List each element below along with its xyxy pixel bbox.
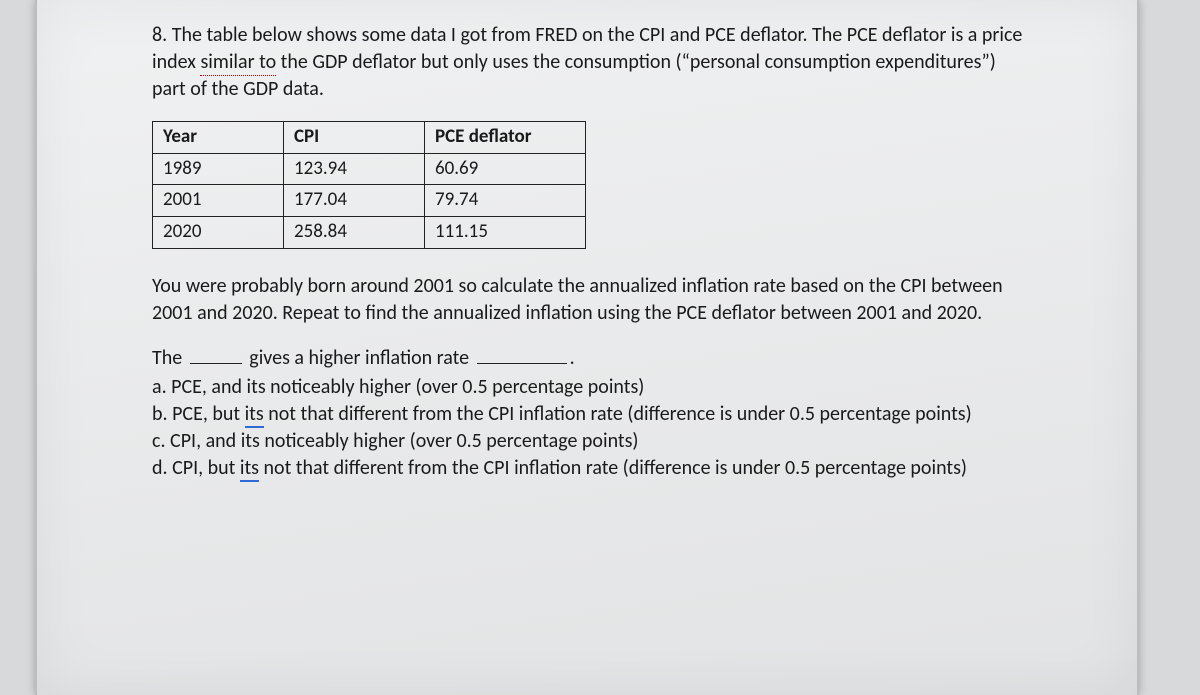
fill-in-prompt: The gives a higher inflation rate .	[152, 345, 1032, 372]
table-row: 2020 258.84 111.15	[153, 216, 586, 248]
choice-d: d. CPI, but its not that different from …	[152, 455, 1032, 482]
col-cpi: CPI	[284, 122, 425, 154]
question-intro: 8. The table below shows some data I got…	[152, 22, 1032, 103]
choice-b: b. PCE, but its not that different from …	[152, 401, 1032, 428]
col-year: Year	[153, 122, 284, 154]
spellcheck-span: similar to	[200, 50, 276, 76]
answer-choices: a. PCE, and its noticeably higher (over …	[152, 374, 1032, 482]
cell: 2001	[153, 185, 284, 217]
intro-text-mid: the GDP deflator but only uses the consu…	[152, 50, 996, 101]
page-sheet: 8. The table below shows some data I got…	[35, 0, 1139, 695]
cell: 79.74	[425, 185, 586, 217]
cell: 177.04	[284, 185, 425, 217]
col-pce: PCE deflator	[425, 122, 586, 154]
blank-1	[190, 345, 242, 364]
question-content: 8. The table below shows some data I got…	[152, 22, 1032, 482]
choice-a: a. PCE, and its noticeably higher (over …	[152, 374, 1032, 401]
cell: 2020	[153, 216, 284, 248]
prompt-lead: The	[152, 346, 182, 370]
choice-d-pre: d. CPI, but	[152, 456, 240, 480]
choice-b-post: not that different from the CPI inflatio…	[264, 402, 972, 426]
middle-paragraph: You were probably born around 2001 so ca…	[152, 273, 1032, 327]
grammar-its-b: its	[245, 402, 264, 428]
choice-c: c. CPI, and its noticeably higher (over …	[152, 428, 1032, 455]
grammar-its-d: its	[240, 456, 259, 482]
cell: 258.84	[284, 216, 425, 248]
blank-2	[477, 345, 567, 364]
cell: 60.69	[425, 153, 586, 185]
data-table: Year CPI PCE deflator 1989 123.94 60.69 …	[152, 121, 586, 249]
choice-d-post: not that different from the CPI inflatio…	[259, 456, 967, 480]
table-row: 2001 177.04 79.74	[153, 185, 586, 217]
cell: 111.15	[425, 216, 586, 248]
question-number: 8.	[152, 23, 167, 47]
choice-b-pre: b. PCE, but	[152, 402, 245, 426]
table-row: 1989 123.94 60.69	[153, 153, 586, 185]
prompt-mid: gives a higher inflation rate	[249, 346, 469, 370]
cell: 123.94	[284, 153, 425, 185]
cell: 1989	[153, 153, 284, 185]
table-header-row: Year CPI PCE deflator	[153, 122, 586, 154]
prompt-trail: .	[570, 346, 575, 370]
